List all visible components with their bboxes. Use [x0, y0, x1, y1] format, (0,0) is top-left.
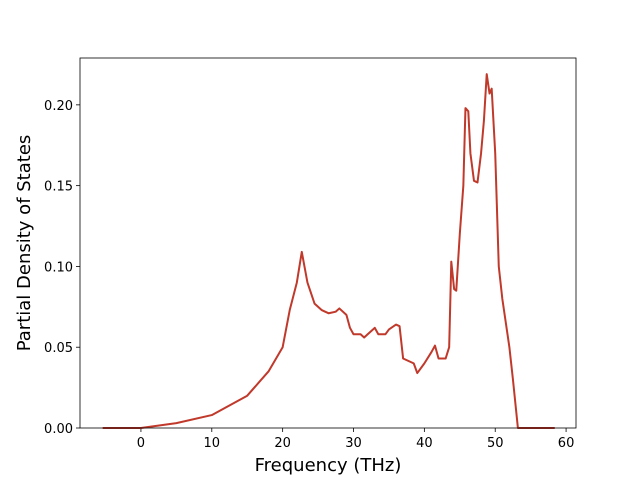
y-tick-label: 0.00 — [44, 422, 73, 437]
x-tick-label: 40 — [416, 436, 433, 451]
x-tick-label: 30 — [345, 436, 362, 451]
x-tick-label: 50 — [487, 436, 504, 451]
x-tick-label: 60 — [558, 436, 575, 451]
y-tick-label: 0.05 — [44, 341, 73, 356]
y-tick-label: 0.10 — [44, 260, 73, 275]
y-axis-label: Partial Density of States — [14, 135, 35, 352]
x-tick-label: 20 — [274, 436, 291, 451]
x-tick-label: 0 — [137, 436, 145, 451]
y-tick-label: 0.20 — [44, 99, 73, 114]
axes-frame — [79, 57, 577, 429]
line-series — [102, 73, 555, 429]
x-tick-label: 10 — [204, 436, 221, 451]
y-tick-label: 0.15 — [44, 180, 73, 195]
x-axis-label: Frequency (THz) — [255, 455, 402, 476]
